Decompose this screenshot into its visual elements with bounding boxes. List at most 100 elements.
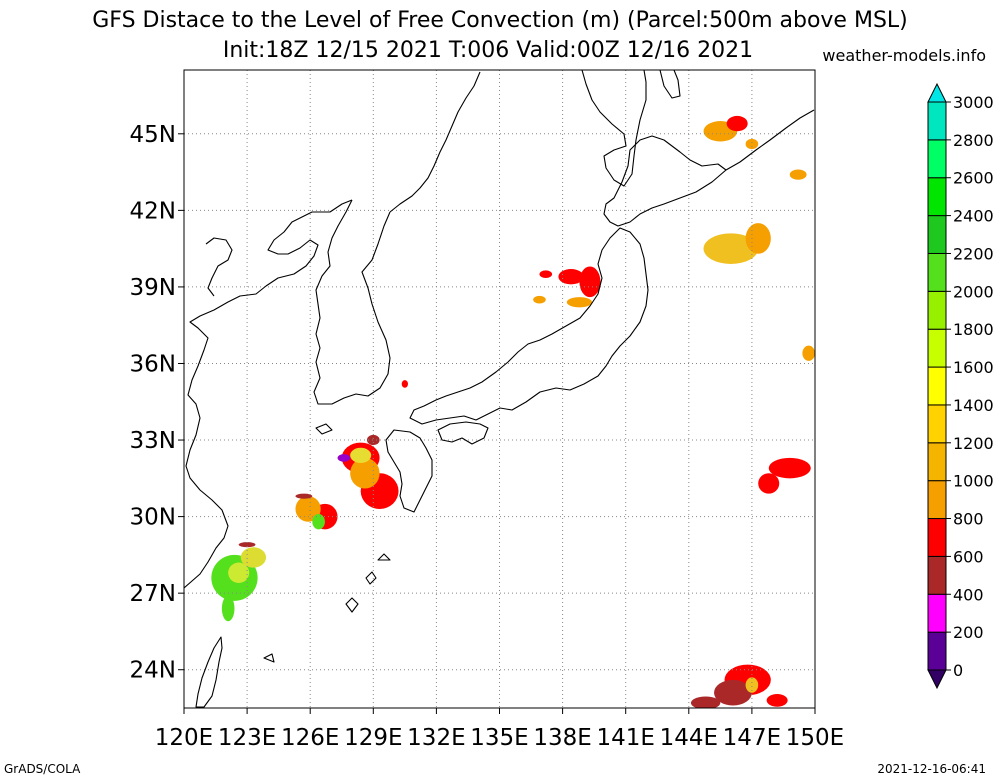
lon-tick-labels: 120E 123E 126E 129E 132E 135E 138E 141E 144E 147E… bbox=[155, 708, 844, 751]
site-credit: weather-models.info bbox=[822, 46, 986, 65]
field-patch bbox=[240, 547, 267, 568]
colorbar-segment bbox=[927, 101, 947, 141]
lon-tick-label: 135E bbox=[470, 725, 528, 751]
colorbar-label: 200 bbox=[953, 623, 984, 642]
colorbar-segment bbox=[927, 631, 947, 671]
lon-tick-label: 120E bbox=[155, 725, 213, 751]
colorbar-label: 600 bbox=[953, 547, 984, 566]
coast-sakhalin-north bbox=[659, 70, 681, 99]
lfc-field-layer bbox=[211, 115, 815, 708]
field-patch bbox=[350, 457, 380, 489]
lon-tick-label: 132E bbox=[407, 725, 465, 751]
field-patch bbox=[789, 169, 807, 180]
colorbar-segment bbox=[927, 593, 947, 633]
chart-title: GFS Distace to the Level of Free Convect… bbox=[92, 8, 908, 33]
colorbar-label: 2200 bbox=[953, 244, 994, 263]
colorbar-segment bbox=[927, 404, 947, 444]
colorbar-segment bbox=[927, 328, 947, 368]
colorbar-label: 1200 bbox=[953, 434, 994, 453]
field-patch bbox=[539, 270, 553, 278]
colorbar-segment bbox=[927, 480, 947, 520]
coast-china bbox=[184, 199, 353, 589]
field-patch bbox=[745, 138, 759, 150]
field-patch bbox=[295, 496, 321, 522]
lat-tick-label: 30N bbox=[130, 505, 176, 531]
lon-tick-label: 123E bbox=[218, 725, 276, 751]
colorbar-under-arrow bbox=[927, 669, 947, 690]
coast-shikoku bbox=[437, 421, 489, 445]
field-patch bbox=[768, 457, 811, 479]
colorbar-label: 2800 bbox=[953, 131, 994, 150]
lon-tick-label: 147E bbox=[723, 725, 781, 751]
colorbar-label: 1600 bbox=[953, 358, 994, 377]
coast-russia bbox=[389, 71, 481, 213]
coast-kuril bbox=[725, 109, 815, 171]
field-patch bbox=[337, 454, 351, 462]
colorbar-label: 1000 bbox=[953, 472, 994, 491]
colorbar-segment bbox=[927, 290, 947, 330]
field-patch bbox=[703, 233, 759, 264]
coast-ryukyu bbox=[263, 553, 391, 663]
field-patch bbox=[295, 493, 313, 499]
field-patch bbox=[238, 542, 256, 548]
chart-subtitle: Init:18Z 12/15 2021 T:006 Valid:00Z 12/1… bbox=[222, 38, 754, 63]
grads-credit: GrADS/COLA bbox=[4, 762, 81, 776]
field-patch bbox=[312, 514, 325, 530]
coast-sakhalin bbox=[581, 70, 647, 187]
field-patch bbox=[802, 345, 815, 361]
lat-tick-label: 39N bbox=[130, 275, 176, 301]
colorbar-label: 0 bbox=[953, 661, 963, 680]
colorbar-label: 2600 bbox=[953, 169, 994, 188]
lat-tick-label: 27N bbox=[130, 581, 176, 607]
colorbar-segment bbox=[927, 139, 947, 179]
lon-tick-label: 144E bbox=[660, 725, 718, 751]
lat-tick-label: 36N bbox=[130, 351, 176, 377]
colorbar-segment bbox=[927, 177, 947, 217]
lon-tick-label: 150E bbox=[786, 725, 844, 751]
field-patch bbox=[726, 115, 748, 132]
field-patch bbox=[579, 266, 601, 298]
lat-tick-label: 33N bbox=[130, 428, 176, 454]
field-patch bbox=[690, 696, 721, 708]
colorbar: 0 200 400 600 800 1000 1200 1400 1600 1800 2000 220… bbox=[927, 82, 994, 690]
colorbar-segment bbox=[927, 215, 947, 254]
colorbar-segment bbox=[927, 366, 947, 406]
lat-tick-labels: 24N 27N 30N 33N 36N 39N 42N 45N bbox=[130, 122, 184, 684]
colorbar-segment bbox=[927, 518, 947, 557]
field-patch bbox=[350, 447, 372, 464]
coast-hokkaido bbox=[603, 135, 727, 227]
coast-honshu bbox=[409, 227, 649, 425]
field-patch bbox=[745, 677, 759, 693]
coast-kyushu bbox=[385, 429, 433, 513]
lat-tick-label: 45N bbox=[130, 122, 176, 148]
coast-jeju bbox=[315, 423, 333, 435]
colorbar-segment bbox=[927, 252, 947, 292]
generation-timestamp: 2021-12-16-06:41 bbox=[877, 762, 986, 776]
lon-tick-label: 129E bbox=[344, 725, 402, 751]
coast-korea bbox=[313, 199, 391, 405]
coast-bohai bbox=[205, 237, 233, 297]
coastlines bbox=[184, 70, 815, 708]
colorbar-over-arrow bbox=[927, 82, 947, 103]
field-patch bbox=[566, 297, 593, 308]
colorbar-label: 1800 bbox=[953, 320, 994, 339]
field-patch bbox=[228, 562, 250, 583]
colorbar-label: 3000 bbox=[953, 93, 994, 112]
lat-tick-label: 24N bbox=[130, 658, 176, 684]
field-patch bbox=[745, 223, 771, 254]
field-patch bbox=[533, 295, 546, 304]
field-patch bbox=[366, 434, 380, 446]
field-patch bbox=[758, 473, 780, 494]
lon-tick-label: 141E bbox=[596, 725, 654, 751]
colorbar-label: 800 bbox=[953, 510, 984, 529]
field-patch bbox=[558, 269, 584, 285]
field-patch bbox=[401, 380, 409, 388]
coast-taiwan bbox=[195, 636, 223, 708]
lon-tick-label: 126E bbox=[281, 725, 339, 751]
colorbar-label: 1400 bbox=[953, 396, 994, 415]
colorbar-segment bbox=[927, 555, 947, 595]
lon-tick-label: 138E bbox=[533, 725, 591, 751]
colorbar-label: 2000 bbox=[953, 282, 994, 301]
colorbar-label: 2400 bbox=[953, 207, 994, 226]
